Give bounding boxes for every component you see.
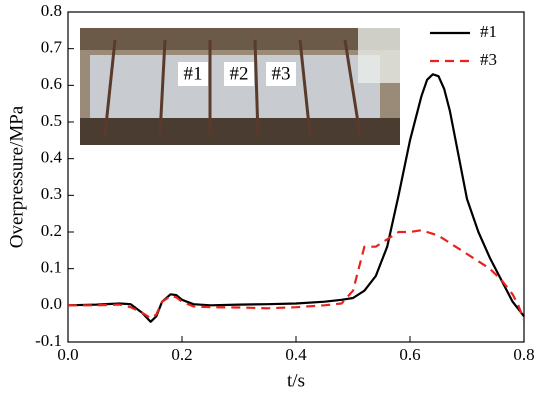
x-tick-label: 0.6 — [399, 345, 420, 364]
x-tick-label: 0.0 — [57, 345, 78, 364]
y-tick-label: 0.0 — [41, 294, 62, 313]
x-tick-label: 0.8 — [513, 345, 534, 364]
annotation-box — [266, 62, 296, 86]
photo-bottom — [80, 118, 400, 145]
x-axis-label: t/s — [287, 370, 305, 391]
x-tick-label: 0.2 — [171, 345, 192, 364]
annotation-box — [178, 62, 208, 86]
photo-top — [80, 28, 400, 50]
inset-photo — [80, 28, 400, 145]
photo-posts — [103, 39, 362, 136]
y-tick-label: 0.6 — [41, 74, 62, 93]
annotation: #2 — [230, 63, 249, 84]
annotation-box — [224, 62, 254, 86]
x-tick-label: 0.4 — [285, 345, 307, 364]
y-tick-label: 0.3 — [41, 184, 62, 203]
y-tick-label: 0.4 — [41, 148, 63, 167]
legend-label: #1 — [480, 22, 497, 41]
legend-label: #3 — [480, 50, 497, 69]
y-tick-label: 0.2 — [41, 221, 62, 240]
y-tick-label: 0.8 — [41, 1, 62, 20]
y-tick-label: -0.1 — [35, 331, 62, 350]
y-tick-label: 0.1 — [41, 258, 62, 277]
y-tick-label: 0.7 — [41, 38, 63, 57]
series-line — [68, 229, 526, 321]
y-tick-label: 0.5 — [41, 111, 62, 130]
annotation: #1 — [184, 63, 203, 84]
annotation: #3 — [272, 63, 291, 84]
y-axis-label: Overpressure/MPa — [6, 105, 27, 248]
photo-plant — [358, 28, 400, 83]
